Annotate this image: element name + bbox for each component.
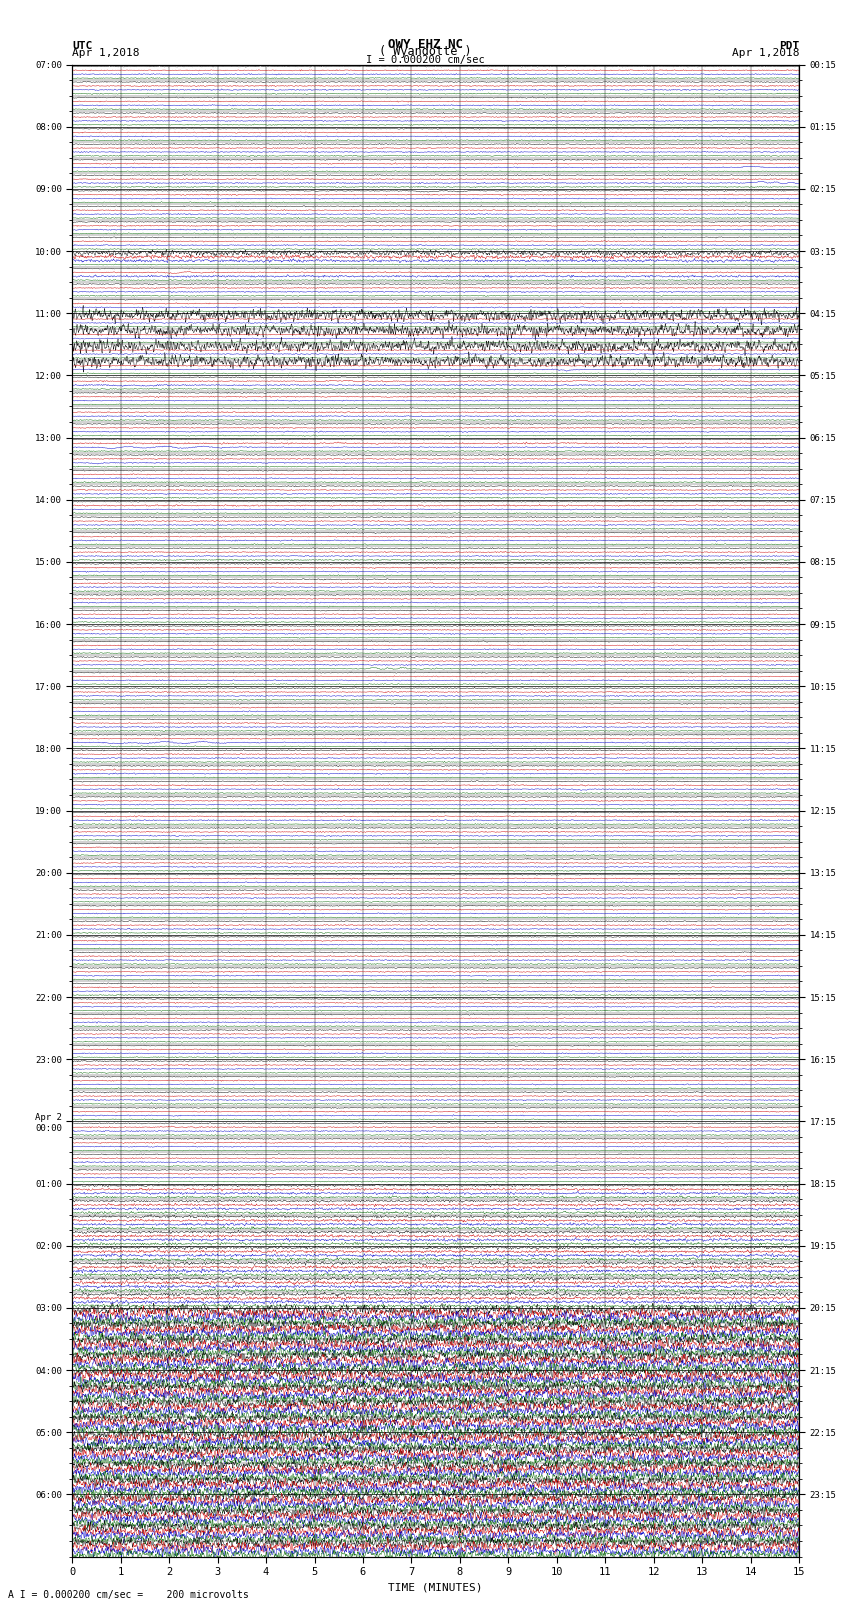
Text: UTC: UTC — [72, 40, 93, 50]
Text: ( Wyandotte ): ( Wyandotte ) — [379, 45, 471, 58]
Text: Apr 1,2018: Apr 1,2018 — [732, 48, 799, 58]
Text: Apr 1,2018: Apr 1,2018 — [72, 48, 139, 58]
Text: PDT: PDT — [779, 40, 799, 50]
X-axis label: TIME (MINUTES): TIME (MINUTES) — [388, 1582, 483, 1592]
Text: OWY EHZ NC: OWY EHZ NC — [388, 37, 462, 50]
Text: I = 0.000200 cm/sec: I = 0.000200 cm/sec — [366, 55, 484, 65]
Text: A I = 0.000200 cm/sec =    200 microvolts: A I = 0.000200 cm/sec = 200 microvolts — [8, 1590, 249, 1600]
